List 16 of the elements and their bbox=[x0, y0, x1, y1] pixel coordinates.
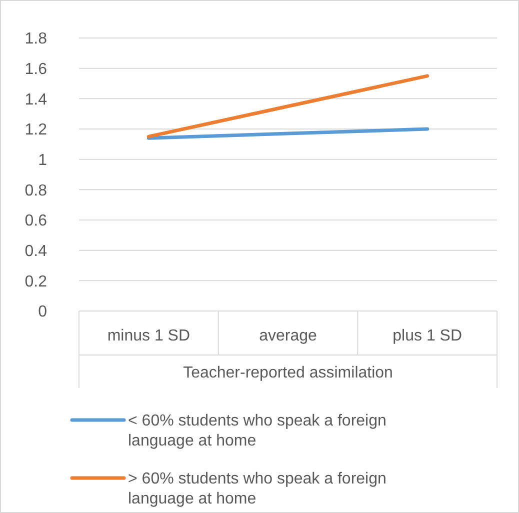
y-tick-label: 0 bbox=[38, 304, 48, 321]
x-tick-label: minus 1 SD bbox=[107, 328, 190, 345]
y-tick-label: 1.6 bbox=[24, 60, 48, 78]
x-tick-label: average bbox=[259, 328, 318, 345]
y-tick-label: 0.6 bbox=[24, 212, 48, 230]
y-tick-label: 0.4 bbox=[24, 242, 48, 260]
y-tick-label: 1.8 bbox=[24, 30, 48, 48]
y-tick-label: 1.2 bbox=[24, 122, 48, 139]
legend-label: < 60% students who speak a foreign language at home bbox=[128, 412, 386, 450]
y-tick-label: 0.2 bbox=[24, 273, 48, 290]
legend-label: > 60% students who speak a foreign language at home bbox=[128, 470, 386, 508]
y-tick-label: 0.8 bbox=[24, 182, 48, 200]
y-tick-label: 1 bbox=[38, 152, 48, 169]
x-axis-title: Teacher-reported assimilation bbox=[183, 364, 393, 382]
y-tick-label: 1.4 bbox=[24, 91, 48, 108]
x-tick-label: plus 1 SD bbox=[392, 328, 462, 345]
